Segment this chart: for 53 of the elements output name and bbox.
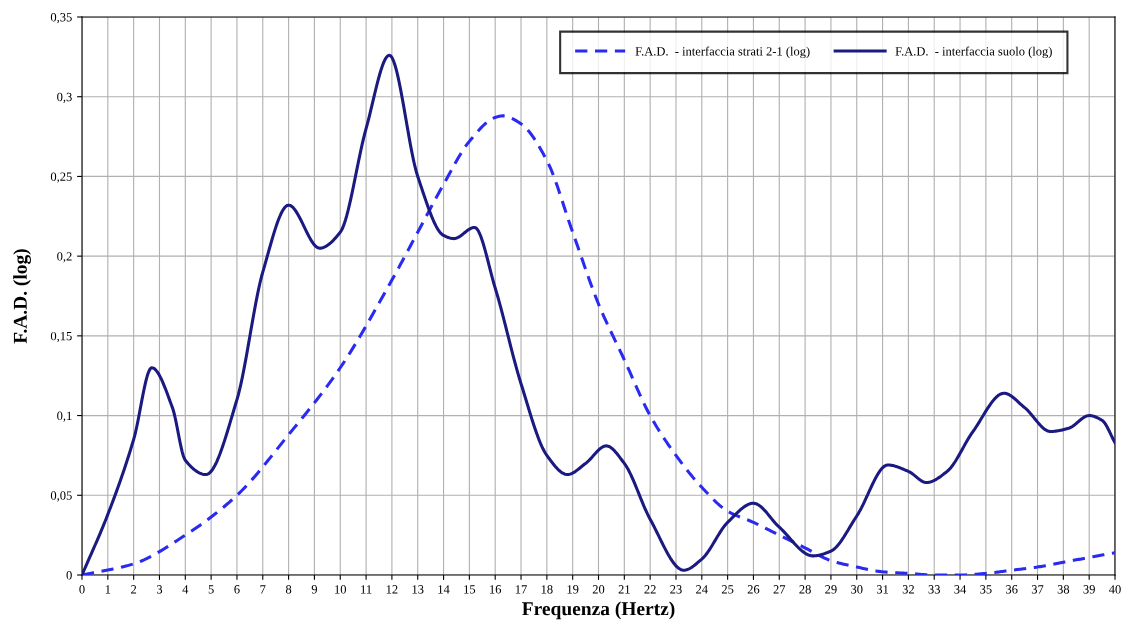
x-tick-label: 40: [1108, 585, 1121, 594]
x-axis-title: Frequenza (Hertz): [522, 601, 675, 620]
x-tick-label: 26: [747, 585, 760, 594]
x-tick-label: 19: [567, 585, 579, 594]
x-tick-label: 1: [105, 585, 111, 594]
x-tick-label: 29: [825, 585, 837, 594]
x-tick-label: 3: [156, 585, 163, 594]
x-tick-label: 23: [670, 585, 682, 594]
x-tick-label: 24: [696, 585, 708, 594]
x-tick-label: 7: [260, 585, 266, 594]
x-tick-label: 30: [851, 585, 863, 594]
x-tick-label: 39: [1083, 585, 1095, 594]
x-tick-label: 4: [182, 585, 189, 594]
y-tick-label: 0,05: [50, 491, 72, 502]
x-tick-label: 18: [541, 585, 553, 594]
legend-label: F.A.D. - interfaccia strati 2-1 (log): [635, 46, 810, 59]
x-tick-label: 8: [285, 585, 292, 594]
y-tick-label: 0,15: [50, 331, 72, 343]
x-tick-label: 33: [928, 585, 940, 594]
x-tick-label: 36: [1006, 585, 1018, 594]
y-tick-label: 0,25: [50, 172, 72, 183]
y-tick-label: 0,35: [50, 13, 72, 24]
x-tick-label: 10: [335, 585, 347, 594]
x-tick-label: 34: [954, 585, 967, 594]
x-tick-label: 35: [980, 585, 992, 594]
x-tick-label: 20: [592, 585, 605, 594]
x-tick-label: 21: [618, 585, 630, 594]
x-tick-label: 15: [464, 585, 476, 594]
x-tick-label: 31: [876, 585, 889, 594]
y-tick-label: 0,1: [57, 411, 72, 422]
x-tick-label: 32: [902, 585, 914, 594]
x-tick-label: 11: [361, 585, 372, 594]
x-tick-label: 25: [721, 585, 734, 594]
legend-label: F.A.D. - interfaccia suolo (log): [895, 46, 1052, 59]
x-tick-label: 17: [515, 585, 527, 594]
x-tick-label: 0: [79, 585, 85, 594]
y-tick-label: 0,3: [57, 92, 72, 103]
x-tick-label: 28: [799, 585, 811, 594]
x-tick-label: 38: [1057, 585, 1070, 594]
x-tick-label: 12: [386, 585, 398, 594]
x-tick-label: 5: [208, 585, 214, 594]
x-tick-label: 2: [131, 585, 137, 594]
x-tick-label: 14: [438, 585, 450, 594]
x-tick-label: 9: [311, 585, 318, 594]
x-tick-label: 22: [644, 585, 656, 594]
y-tick-label: 0: [66, 571, 72, 580]
x-tick-label: 13: [412, 585, 424, 594]
x-tick-label: 37: [1031, 585, 1044, 594]
y-axis-title: F.A.D. (log): [13, 249, 31, 344]
x-tick-label: 16: [490, 585, 502, 594]
x-tick-label: 27: [773, 585, 786, 594]
y-tick-label: 0,2: [57, 252, 72, 263]
x-tick-label: 6: [234, 585, 240, 594]
